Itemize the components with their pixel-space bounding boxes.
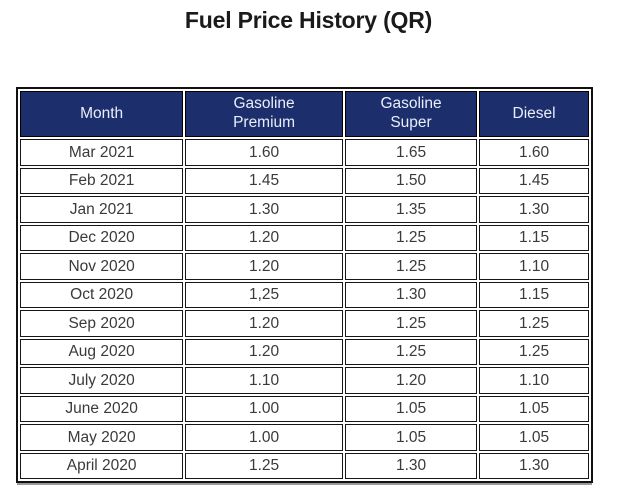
price-cell: 1.25 [185, 452, 343, 479]
month-cell: Aug 2020 [20, 338, 184, 365]
column-header-gasoline-super: Gasoline Super [344, 91, 478, 137]
price-cell: 1.10 [479, 253, 589, 280]
month-cell: Sep 2020 [20, 310, 184, 337]
price-cell: 1.05 [479, 395, 589, 422]
table-row: Aug 2020 1.20 1.25 1.25 [20, 338, 589, 365]
month-cell: Dec 2020 [20, 224, 184, 251]
column-header-diesel: Diesel [479, 91, 589, 137]
table-row: Sep 2020 1.20 1.25 1.25 [20, 310, 589, 337]
price-cell: 1.25 [344, 253, 478, 280]
price-cell: 1.20 [185, 338, 343, 365]
table-row: Dec 2020 1.20 1.25 1.15 [20, 224, 589, 251]
price-cell: 1.60 [479, 139, 589, 166]
price-cell: 1.25 [479, 338, 589, 365]
price-cell: 1.00 [185, 424, 343, 451]
price-cell: 1.05 [479, 424, 589, 451]
price-cell: 1.50 [344, 167, 478, 194]
table-row: April 2020 1.25 1.30 1.30 [20, 452, 589, 479]
price-cell: 1.25 [344, 338, 478, 365]
page-title: Fuel Price History (QR) [184, 7, 433, 33]
column-header-gasoline-premium-label: Gasoline Premium [233, 95, 296, 131]
fuel-price-table-container: Month Gasoline Premium Gasoline Super Di… [16, 87, 593, 483]
price-cell: 1.20 [185, 224, 343, 251]
column-header-month-label: Month [80, 104, 124, 122]
table-row: June 2020 1.00 1.05 1.05 [20, 395, 589, 422]
column-header-gasoline-premium: Gasoline Premium [185, 91, 343, 137]
column-header-diesel-label: Diesel [512, 104, 556, 122]
month-cell: Oct 2020 [20, 281, 184, 308]
price-cell: 1.45 [185, 167, 343, 194]
table-row: Oct 2020 1,25 1.30 1.15 [20, 281, 589, 308]
month-cell: April 2020 [20, 452, 184, 479]
price-cell: 1.35 [344, 196, 478, 223]
table-row: Feb 2021 1.45 1.50 1.45 [20, 167, 589, 194]
price-cell: 1.05 [344, 395, 478, 422]
price-cell: 1.65 [344, 139, 478, 166]
month-cell: Jan 2021 [20, 196, 184, 223]
price-cell: 1.30 [344, 281, 478, 308]
table-row: Nov 2020 1.20 1.25 1.10 [20, 253, 589, 280]
price-cell: 1.15 [479, 281, 589, 308]
price-cell: 1.10 [479, 367, 589, 394]
price-cell: 1.25 [344, 224, 478, 251]
price-cell: 1.20 [185, 310, 343, 337]
month-cell: May 2020 [20, 424, 184, 451]
price-cell: 1.20 [185, 253, 343, 280]
price-cell: 1.60 [185, 139, 343, 166]
price-cell: 1.10 [185, 367, 343, 394]
price-cell: 1.30 [185, 196, 343, 223]
price-cell: 1.20 [344, 367, 478, 394]
month-cell: June 2020 [20, 395, 184, 422]
month-cell: Nov 2020 [20, 253, 184, 280]
price-cell: 1.30 [479, 452, 589, 479]
price-cell: 1,25 [185, 281, 343, 308]
price-cell: 1.30 [344, 452, 478, 479]
table-row: July 2020 1.10 1.20 1.10 [20, 367, 589, 394]
column-header-gasoline-super-label: Gasoline Super [380, 95, 442, 131]
month-cell: July 2020 [20, 367, 184, 394]
price-cell: 1.30 [479, 196, 589, 223]
price-cell: 1.25 [479, 310, 589, 337]
price-cell: 1.25 [344, 310, 478, 337]
month-cell: Feb 2021 [20, 167, 184, 194]
month-cell: Mar 2021 [20, 139, 184, 166]
price-cell: 1.45 [479, 167, 589, 194]
table-row: Mar 2021 1.60 1.65 1.60 [20, 139, 589, 166]
price-cell: 1.05 [344, 424, 478, 451]
price-cell: 1.00 [185, 395, 343, 422]
price-cell: 1.15 [479, 224, 589, 251]
fuel-price-table: Month Gasoline Premium Gasoline Super Di… [18, 89, 591, 481]
table-header-row: Month Gasoline Premium Gasoline Super Di… [20, 91, 589, 137]
column-header-month: Month [20, 91, 184, 137]
table-row: Jan 2021 1.30 1.35 1.30 [20, 196, 589, 223]
table-row: May 2020 1.00 1.05 1.05 [20, 424, 589, 451]
